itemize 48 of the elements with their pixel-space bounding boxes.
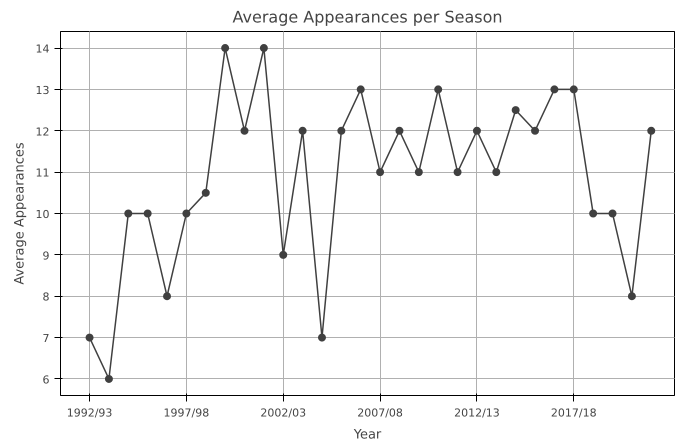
- x-tick-label: 2012/13: [454, 406, 500, 420]
- x-tick-label: 2002/03: [260, 406, 306, 420]
- x-tick-label: 2017/18: [550, 406, 597, 420]
- y-tick-label: 9: [42, 249, 50, 262]
- y-tick-label: 11: [36, 166, 50, 180]
- point: [144, 210, 152, 218]
- point: [589, 210, 598, 218]
- point: [570, 85, 578, 94]
- x-tick-label: 1992/93: [66, 406, 112, 420]
- point: [628, 292, 636, 300]
- point: [279, 250, 288, 259]
- point: [395, 126, 404, 135]
- point: [531, 126, 540, 135]
- point: [240, 126, 249, 135]
- point: [182, 210, 190, 218]
- y-tick-label: 8: [42, 290, 50, 304]
- point: [202, 188, 210, 197]
- point: [260, 44, 268, 52]
- y-tick-label: 7: [42, 332, 50, 346]
- point: [318, 334, 326, 342]
- chart-title: Average Appearances per Season: [232, 8, 503, 26]
- x-tick-label: 1997/98: [164, 406, 210, 420]
- y-tick-label: 10: [36, 208, 50, 221]
- point: [550, 85, 558, 94]
- point: [608, 210, 617, 218]
- point: [337, 126, 346, 135]
- point: [434, 85, 442, 94]
- point: [512, 106, 520, 114]
- y-tick-label: 12: [36, 125, 50, 138]
- y-tick-label: 14: [36, 42, 50, 56]
- point: [414, 168, 423, 176]
- point: [376, 168, 384, 176]
- point: [163, 292, 172, 300]
- point: [104, 374, 113, 383]
- point: [472, 126, 481, 135]
- x-axis-title: Year: [352, 428, 382, 442]
- y-axis-title: Average Appearances: [12, 142, 28, 285]
- point: [647, 126, 656, 135]
- point: [454, 168, 462, 176]
- x-tick-label: 2007/08: [357, 406, 403, 420]
- point: [86, 334, 94, 342]
- point: [298, 126, 307, 135]
- point: [356, 85, 365, 94]
- point: [124, 210, 132, 218]
- y-tick-label: 13: [36, 84, 50, 97]
- point: [221, 44, 230, 52]
- point: [492, 168, 500, 176]
- y-tick-label: 6: [42, 373, 50, 386]
